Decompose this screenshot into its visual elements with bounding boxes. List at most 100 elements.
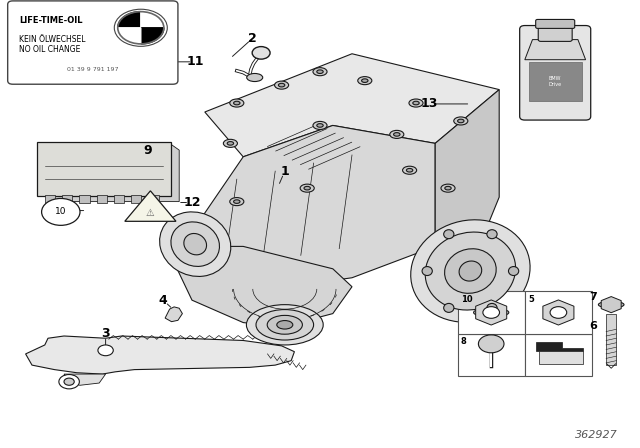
Text: 4: 4 bbox=[159, 293, 168, 307]
FancyBboxPatch shape bbox=[8, 1, 178, 84]
Circle shape bbox=[479, 335, 504, 353]
Text: ⚠: ⚠ bbox=[146, 208, 155, 218]
Ellipse shape bbox=[598, 302, 624, 308]
Ellipse shape bbox=[313, 121, 327, 129]
Polygon shape bbox=[165, 307, 182, 322]
Ellipse shape bbox=[227, 142, 234, 145]
Ellipse shape bbox=[444, 303, 454, 312]
Polygon shape bbox=[118, 28, 141, 44]
Ellipse shape bbox=[487, 230, 497, 239]
Polygon shape bbox=[525, 39, 586, 60]
Text: 13: 13 bbox=[420, 97, 438, 111]
Text: 7: 7 bbox=[589, 292, 597, 302]
Text: BMW
Drive: BMW Drive bbox=[548, 76, 562, 87]
Text: 8: 8 bbox=[461, 337, 467, 346]
Circle shape bbox=[64, 378, 74, 385]
Bar bbox=[79, 195, 90, 203]
Ellipse shape bbox=[300, 184, 314, 192]
Ellipse shape bbox=[422, 267, 433, 276]
Bar bbox=[525, 291, 592, 334]
Text: 10: 10 bbox=[55, 207, 67, 216]
Polygon shape bbox=[435, 90, 499, 260]
Polygon shape bbox=[173, 125, 435, 291]
Ellipse shape bbox=[358, 77, 372, 85]
Ellipse shape bbox=[278, 83, 285, 87]
Bar bbox=[148, 195, 159, 203]
Text: LIFE-TIME-OIL: LIFE-TIME-OIL bbox=[19, 16, 83, 25]
Text: 12: 12 bbox=[183, 196, 201, 209]
Bar bbox=[114, 195, 124, 203]
Ellipse shape bbox=[425, 232, 516, 310]
Text: NO OIL CHANGE: NO OIL CHANGE bbox=[19, 45, 81, 54]
Bar bbox=[606, 314, 616, 365]
Ellipse shape bbox=[444, 230, 454, 239]
Bar bbox=[97, 195, 107, 203]
Polygon shape bbox=[141, 12, 164, 28]
Ellipse shape bbox=[247, 73, 263, 82]
Ellipse shape bbox=[406, 168, 413, 172]
Text: 10: 10 bbox=[461, 295, 472, 304]
FancyBboxPatch shape bbox=[37, 142, 171, 196]
Ellipse shape bbox=[474, 308, 509, 317]
Ellipse shape bbox=[234, 101, 240, 105]
Text: KEIN ÖLWECHSEL: KEIN ÖLWECHSEL bbox=[19, 35, 86, 44]
FancyBboxPatch shape bbox=[520, 26, 591, 120]
Bar bbox=[525, 334, 592, 376]
Polygon shape bbox=[48, 143, 179, 202]
Polygon shape bbox=[543, 300, 574, 325]
Ellipse shape bbox=[234, 200, 240, 203]
Text: 5: 5 bbox=[528, 295, 534, 304]
Polygon shape bbox=[125, 191, 176, 221]
Text: 2: 2 bbox=[248, 31, 257, 45]
Bar bbox=[62, 195, 72, 203]
Bar bbox=[529, 62, 582, 101]
Ellipse shape bbox=[230, 99, 244, 107]
Ellipse shape bbox=[317, 70, 323, 73]
Text: 1: 1 bbox=[280, 164, 289, 178]
Bar bbox=[45, 195, 55, 203]
Ellipse shape bbox=[268, 315, 303, 334]
Ellipse shape bbox=[409, 99, 423, 107]
Ellipse shape bbox=[256, 310, 314, 340]
Ellipse shape bbox=[313, 68, 327, 76]
Polygon shape bbox=[205, 54, 499, 157]
Ellipse shape bbox=[394, 133, 400, 136]
Circle shape bbox=[252, 47, 270, 59]
Ellipse shape bbox=[230, 198, 244, 206]
Text: 9: 9 bbox=[143, 143, 152, 157]
Polygon shape bbox=[141, 28, 164, 44]
Ellipse shape bbox=[223, 139, 237, 147]
Polygon shape bbox=[476, 300, 507, 325]
Ellipse shape bbox=[403, 166, 417, 174]
Ellipse shape bbox=[413, 101, 419, 105]
Ellipse shape bbox=[317, 124, 323, 127]
FancyBboxPatch shape bbox=[538, 25, 572, 41]
Ellipse shape bbox=[171, 222, 220, 267]
Ellipse shape bbox=[458, 119, 464, 123]
Circle shape bbox=[483, 307, 499, 319]
Polygon shape bbox=[118, 12, 141, 28]
Bar bbox=[458, 291, 525, 334]
Ellipse shape bbox=[246, 305, 323, 345]
Text: 6: 6 bbox=[589, 321, 597, 331]
Circle shape bbox=[550, 307, 567, 319]
Ellipse shape bbox=[390, 130, 404, 138]
Bar bbox=[131, 195, 141, 203]
Bar bbox=[458, 334, 525, 376]
Text: 11: 11 bbox=[186, 55, 204, 69]
Text: 3: 3 bbox=[101, 327, 110, 340]
Ellipse shape bbox=[277, 321, 293, 329]
Circle shape bbox=[42, 198, 80, 225]
FancyBboxPatch shape bbox=[536, 19, 575, 28]
Ellipse shape bbox=[445, 249, 496, 293]
Polygon shape bbox=[539, 350, 583, 364]
Ellipse shape bbox=[411, 220, 530, 322]
Ellipse shape bbox=[304, 186, 310, 190]
Ellipse shape bbox=[441, 184, 455, 192]
Ellipse shape bbox=[275, 81, 289, 89]
Polygon shape bbox=[64, 374, 106, 385]
Ellipse shape bbox=[159, 212, 231, 276]
Circle shape bbox=[98, 345, 113, 356]
Polygon shape bbox=[26, 336, 294, 374]
Ellipse shape bbox=[454, 117, 468, 125]
